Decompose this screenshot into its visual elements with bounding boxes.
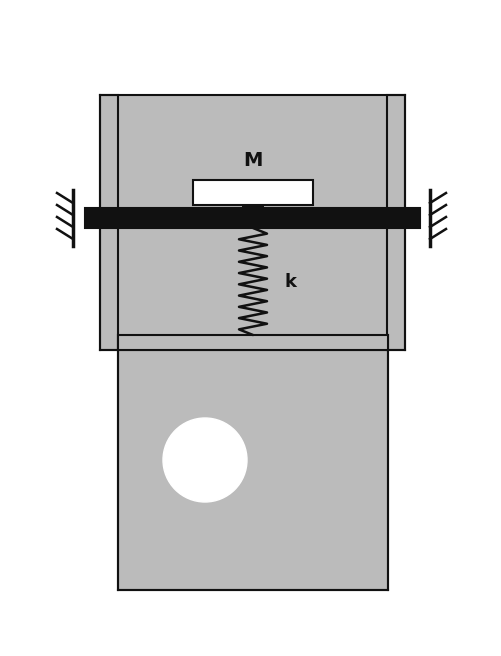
Text: m: m	[140, 333, 158, 352]
Bar	[85, 208, 419, 228]
Bar	[192, 180, 313, 205]
Bar	[100, 95, 404, 350]
Circle shape	[163, 418, 246, 502]
Bar	[118, 335, 387, 590]
Bar	[386, 95, 404, 350]
Bar	[241, 205, 264, 208]
Text: M: M	[243, 151, 262, 170]
Text: k: k	[285, 272, 297, 291]
Bar	[100, 95, 118, 350]
Bar	[118, 335, 387, 350]
